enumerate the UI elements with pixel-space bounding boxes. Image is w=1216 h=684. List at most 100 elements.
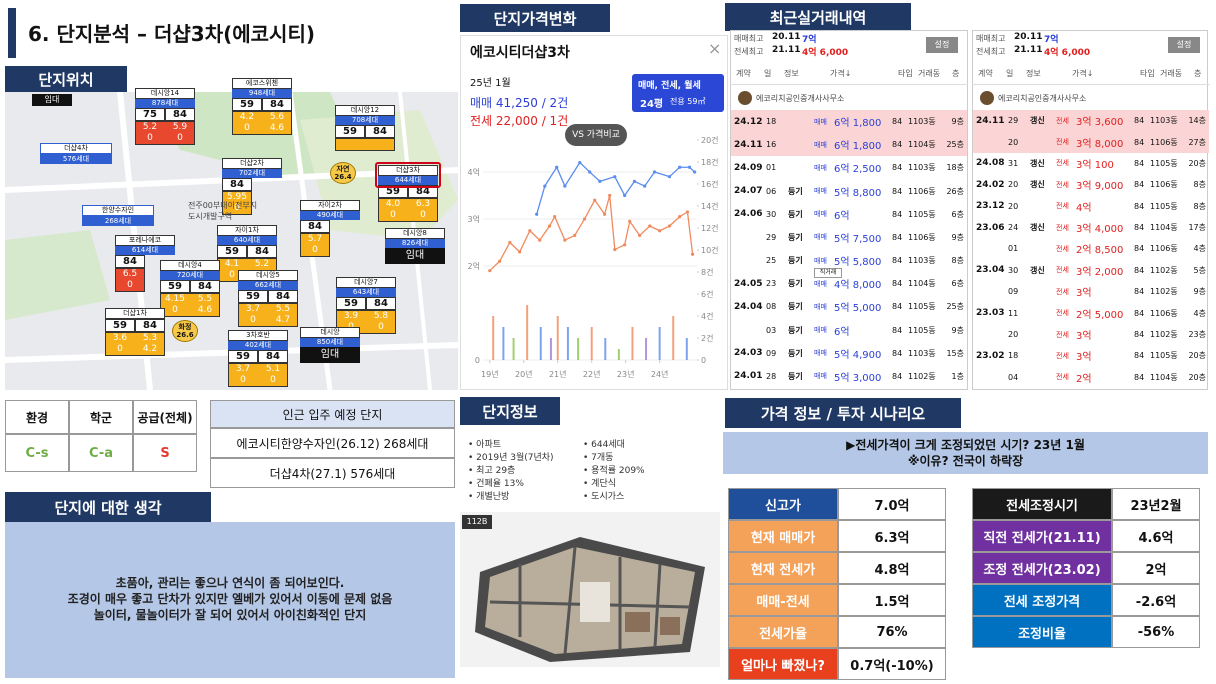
row-day: 11 [1008, 308, 1019, 318]
row-highlight [731, 110, 967, 134]
row-kind: 매매 [814, 326, 827, 335]
price-point [553, 215, 557, 219]
x-tick-label: 21년 [549, 369, 567, 379]
price-point [528, 229, 532, 233]
compare-button[interactable]: VS 가격비교 [565, 124, 627, 146]
row-building: 1105동 [908, 325, 936, 335]
complex-price: 0 [177, 133, 183, 143]
row-kind: 매매 [814, 187, 827, 196]
complex-units: 640세대 [217, 236, 277, 245]
grade-value: C-a [69, 434, 133, 472]
row-info: 등기 [788, 371, 803, 381]
volume-bar [549, 338, 552, 360]
complex-prices [238, 303, 298, 327]
column-header: 층 [1194, 69, 1202, 78]
price-line [536, 161, 696, 215]
complex-price: 5.9 [172, 122, 188, 132]
row-kind: 전세 [1056, 309, 1069, 318]
complex-units: 490세대 [300, 211, 360, 220]
scenario-label: 현재 전세가 [728, 552, 838, 584]
price-point [678, 215, 682, 219]
floor-plan [460, 512, 720, 667]
summary-label: 매매최고 [976, 34, 1006, 43]
complex-price: 0 [244, 123, 250, 133]
row-kind: 전세 [1056, 116, 1069, 125]
map-label: 더샵4차 [40, 143, 112, 154]
scenario-value: 76% [838, 616, 946, 648]
volume-bar [685, 338, 688, 360]
row-building: 1103동 [1150, 116, 1178, 126]
complex-price: 5.95 [226, 192, 248, 202]
selector-box [632, 74, 724, 112]
complex-prices [232, 111, 292, 135]
row-info: 등기 [788, 186, 803, 196]
agent-icon [980, 91, 994, 105]
price-point [588, 170, 592, 174]
row-price: 5억 4,900 [834, 349, 882, 361]
complex-price: 5.5 [197, 294, 213, 304]
agent-icon [738, 91, 752, 105]
row-month: 23.02 [976, 350, 1005, 361]
complex-price: 0 [172, 305, 178, 315]
y2-tick-label: 12건 [701, 223, 719, 233]
row-day: 24 [1008, 223, 1019, 233]
close-icon: × [708, 39, 722, 58]
row-price: 2억 5,000 [1076, 309, 1124, 321]
map-units: 268세대 [82, 216, 154, 226]
row-building: 1102동 [1150, 265, 1178, 275]
row-building: 1106동 [1150, 308, 1178, 318]
row-highlight [973, 110, 1209, 132]
row-price: 5억 5,000 [834, 303, 882, 315]
chart-month: 25년 1월 [470, 78, 511, 89]
row-type: 84 [892, 348, 903, 358]
row-day: 01 [766, 163, 777, 173]
price-point [613, 247, 617, 252]
price-point [563, 184, 567, 188]
row-kind: 전세 [1056, 266, 1069, 275]
settings-button[interactable]: 설정 [1168, 37, 1200, 53]
price-point [685, 210, 690, 214]
summary-label: 전세최고 [734, 47, 764, 56]
y2-tick-label: 10건 [701, 245, 719, 255]
row-day: 20 [1008, 330, 1019, 340]
scenario-value: 4.8억 [838, 552, 946, 584]
price-point [603, 212, 607, 216]
row-month: 23.03 [976, 308, 1005, 319]
scenario-label: 전세 조정가격 [972, 584, 1112, 616]
row-floor: 23층 [1188, 330, 1206, 340]
row-building: 1106동 [908, 232, 936, 242]
price-point [578, 160, 582, 165]
scenario-label: 전세가율 [728, 616, 838, 648]
row-day: 23 [766, 279, 777, 289]
row-info: 등기 [788, 302, 803, 312]
row-type: 84 [892, 279, 903, 289]
row-day: 29 [766, 232, 777, 242]
row-floor: 6층 [951, 279, 964, 289]
map-label: 한양수자인 [82, 205, 154, 216]
row-day: 18 [1008, 351, 1019, 361]
row-kind: 전세 [1056, 180, 1069, 189]
complex-size: 84 [258, 350, 288, 363]
row-price: 4억 [1076, 202, 1092, 214]
price-point [518, 250, 522, 254]
row-month: 24.11 [976, 115, 1005, 126]
price-point [643, 184, 647, 188]
row-day: 09 [766, 348, 777, 358]
row-building: 1102동 [908, 371, 936, 381]
scenario-label: 직전 전세가(21.11) [972, 520, 1112, 552]
row-type: 84 [1134, 244, 1145, 254]
x-tick-label: 19년 [481, 369, 499, 379]
slide-title: 6. 단지분석 – 더샵3차(에코시티) [28, 22, 315, 46]
volume-bar [492, 316, 495, 360]
row-kind: 전세 [1056, 202, 1069, 211]
info-bullet: • 아파트 [468, 440, 502, 450]
row-price: 3억 9,000 [1076, 181, 1124, 193]
price-point [678, 165, 682, 169]
complex-name: 더샵2차 [222, 158, 282, 169]
y-tick-label: 4억 [468, 167, 480, 177]
volume-bar [631, 327, 634, 360]
summary-label: 매매최고 [734, 34, 764, 43]
settings-button[interactable]: 설정 [926, 37, 958, 53]
thought-line: 초품아, 관리는 좋으나 연식이 좀 되어보인다. [115, 576, 345, 590]
complex-prices [115, 268, 145, 292]
